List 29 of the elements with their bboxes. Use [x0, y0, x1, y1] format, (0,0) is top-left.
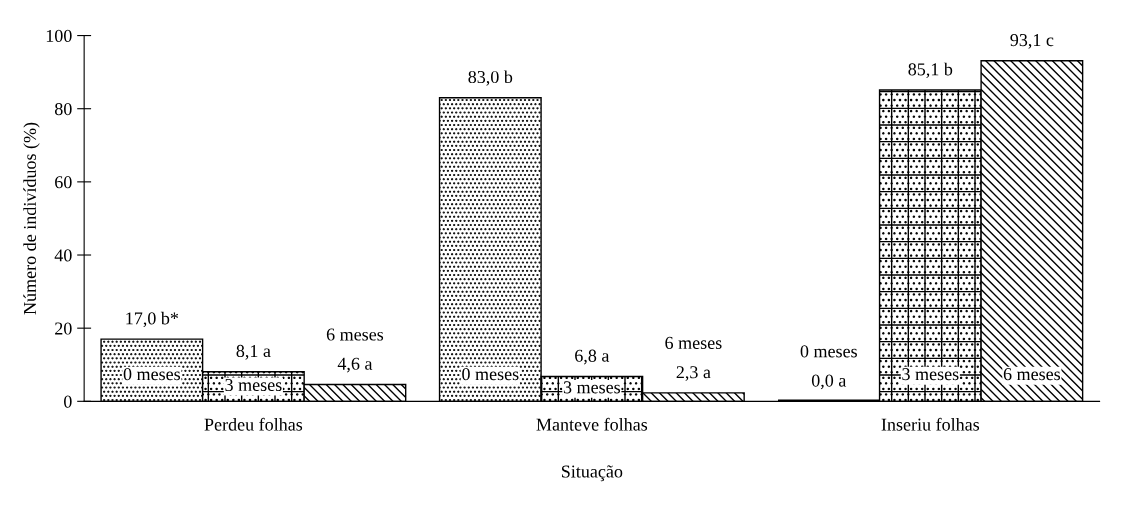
y-tick-label: 80: [54, 102, 72, 116]
series-label: 6 meses: [1003, 368, 1061, 381]
series-label: 3 meses: [563, 381, 621, 394]
x-axis-title: Situação: [561, 465, 623, 482]
y-tick-label: 60: [55, 176, 72, 189]
data-label: 8,1 a: [236, 344, 271, 360]
data-label: 93,1 c: [1010, 34, 1054, 49]
data-label: 2,3 a: [676, 366, 711, 381]
y-axis-title: Número de indivíduos (%): [23, 122, 40, 315]
data-label: 4,6 a: [337, 357, 373, 373]
text: 3 meses: [902, 368, 959, 381]
data-label: 83,0 b: [468, 70, 513, 86]
series-label: 0 meses: [123, 368, 181, 381]
x-tick-label: Inseriu folhas: [881, 417, 980, 431]
text: 0 meses: [462, 368, 519, 381]
y-tick-label: 40: [54, 249, 72, 262]
x-tick-label: Manteve folhas: [536, 417, 648, 431]
y-tick-label: 100: [46, 29, 72, 42]
data-label: 85,1 b: [908, 62, 953, 79]
data-label: 0,0 a: [811, 374, 847, 390]
text: 6 meses: [665, 336, 722, 350]
data-label: 6,8 a: [575, 349, 610, 365]
text: 3 meses: [225, 378, 282, 392]
y-tick-label: 0: [64, 395, 72, 408]
data-label: 17,0 b*: [126, 311, 179, 328]
x-tick-label: Perdeu folhas: [204, 417, 303, 431]
y-tick-label: 20: [55, 322, 72, 335]
text: 0 meses: [800, 345, 857, 358]
text: 6 meses: [326, 328, 384, 341]
